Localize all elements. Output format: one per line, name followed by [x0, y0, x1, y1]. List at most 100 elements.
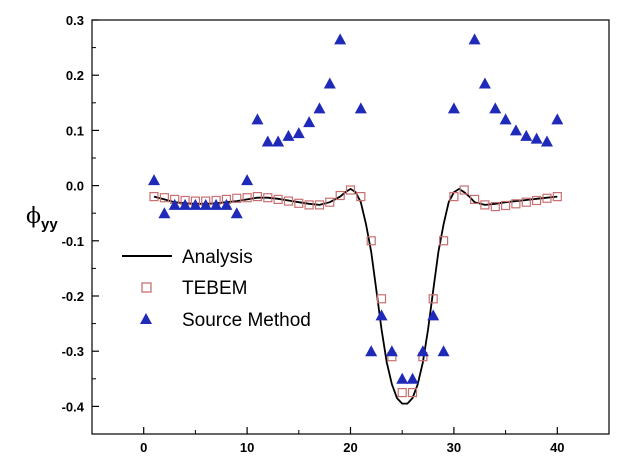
source-method-point [168, 198, 181, 210]
source-method-point [282, 129, 295, 141]
source-method-point [406, 372, 419, 384]
y-tick-label: 0.1 [66, 123, 84, 138]
tebem-point [283, 196, 294, 206]
legend-label-analysis: Analysis [182, 247, 253, 268]
tebem-point [159, 193, 169, 203]
source-method-point [323, 77, 336, 89]
source-method-point [540, 135, 553, 147]
x-tick-label: 20 [343, 440, 357, 455]
source-method-point [520, 129, 533, 141]
tebem-point [242, 193, 252, 203]
tebem-point [273, 194, 283, 204]
source-method-point [447, 102, 460, 114]
tebem-point [511, 199, 521, 209]
tebem-point [376, 294, 387, 304]
tebem-point [449, 192, 459, 202]
source-method-point [199, 198, 212, 210]
source-method-point [179, 198, 192, 210]
tebem-point [366, 236, 376, 246]
tebem-point [501, 200, 511, 211]
tebem-point [439, 236, 449, 246]
source-method-point [551, 113, 564, 125]
series-source-method [148, 33, 564, 384]
tebem-point [428, 294, 438, 304]
series-tebem [149, 185, 562, 398]
source-method-point [530, 132, 543, 144]
y-tick-label: -0.2 [62, 289, 84, 304]
y-axis-label-symbol: ϕ [26, 204, 41, 229]
source-method-point [375, 309, 388, 321]
source-method-point [220, 198, 233, 210]
tebem-point [531, 195, 542, 206]
tebem-point [294, 198, 304, 208]
y-tick-label: -0.4 [62, 399, 85, 414]
tebem-point [542, 193, 552, 203]
y-tick-label: 0.0 [66, 179, 84, 194]
source-method-point [303, 116, 316, 128]
source-method-point [489, 102, 502, 114]
y-tick-label: -0.1 [62, 234, 84, 249]
source-method-point [210, 198, 223, 210]
tebem-point [232, 193, 242, 203]
tebem-point [345, 185, 356, 195]
tebem-point [356, 192, 366, 202]
source-method-point [313, 102, 326, 114]
tebem-point [490, 202, 500, 212]
source-method-point [385, 345, 398, 357]
tebem-point [407, 388, 418, 398]
source-method-point [158, 207, 171, 219]
y-tick-label: -0.3 [62, 344, 84, 359]
tebem-point [149, 192, 159, 202]
y-tick-label: 0.2 [66, 68, 84, 83]
source-method-point [499, 113, 512, 125]
source-method-point [509, 124, 522, 136]
y-axis-label-subscript: yy [41, 216, 58, 233]
legend-swatch-tebem [141, 282, 152, 293]
tebem-point [304, 200, 314, 210]
source-method-point [189, 198, 202, 210]
x-axis: 0 10 20 30 40 [91, 427, 610, 455]
source-method-point [427, 309, 440, 321]
legend-swatch-source-method [140, 313, 152, 324]
tebem-point [325, 197, 335, 207]
legend-label-source-method: Source Method [182, 310, 311, 331]
tebem-point [252, 192, 262, 202]
source-method-point [261, 135, 274, 147]
source-method-point [292, 127, 305, 139]
source-method-point [272, 135, 285, 147]
tebem-point [263, 193, 273, 203]
source-method-point [251, 113, 264, 125]
legend-label-tebem: TEBEM [182, 278, 247, 299]
source-method-point [396, 372, 409, 384]
source-method-point [365, 345, 378, 357]
y-axis-label: ϕyy [26, 204, 58, 233]
source-method-point [230, 207, 243, 219]
plot-frame [91, 19, 610, 435]
series-layer [148, 33, 564, 405]
x-tick-label: 30 [447, 440, 461, 455]
tebem-point [397, 388, 407, 398]
tebem-point [335, 190, 345, 201]
source-method-point [148, 174, 161, 186]
tebem-point [552, 192, 562, 202]
y-axis: 0.3 0.2 0.1 0.0 -0.1 -0.2 -0.3 -0.4 [62, 13, 99, 414]
source-method-point [334, 33, 347, 45]
x-tick-label: 0 [140, 440, 147, 455]
y-tick-label: 0.3 [66, 13, 84, 28]
x-tick-label: 40 [550, 440, 564, 455]
tebem-point [470, 194, 480, 204]
source-method-point [468, 33, 481, 45]
source-method-point [354, 102, 367, 114]
x-tick-label: 10 [240, 440, 254, 455]
plot-area [91, 19, 610, 435]
source-method-point [416, 345, 429, 357]
source-method-point [437, 345, 450, 357]
tebem-point [459, 185, 469, 195]
source-method-point [478, 77, 491, 89]
tebem-point [314, 200, 325, 210]
legend: Analysis TEBEM Source Method [122, 247, 311, 331]
tebem-point [480, 200, 490, 210]
source-method-point [241, 174, 254, 186]
tebem-point [521, 197, 531, 207]
